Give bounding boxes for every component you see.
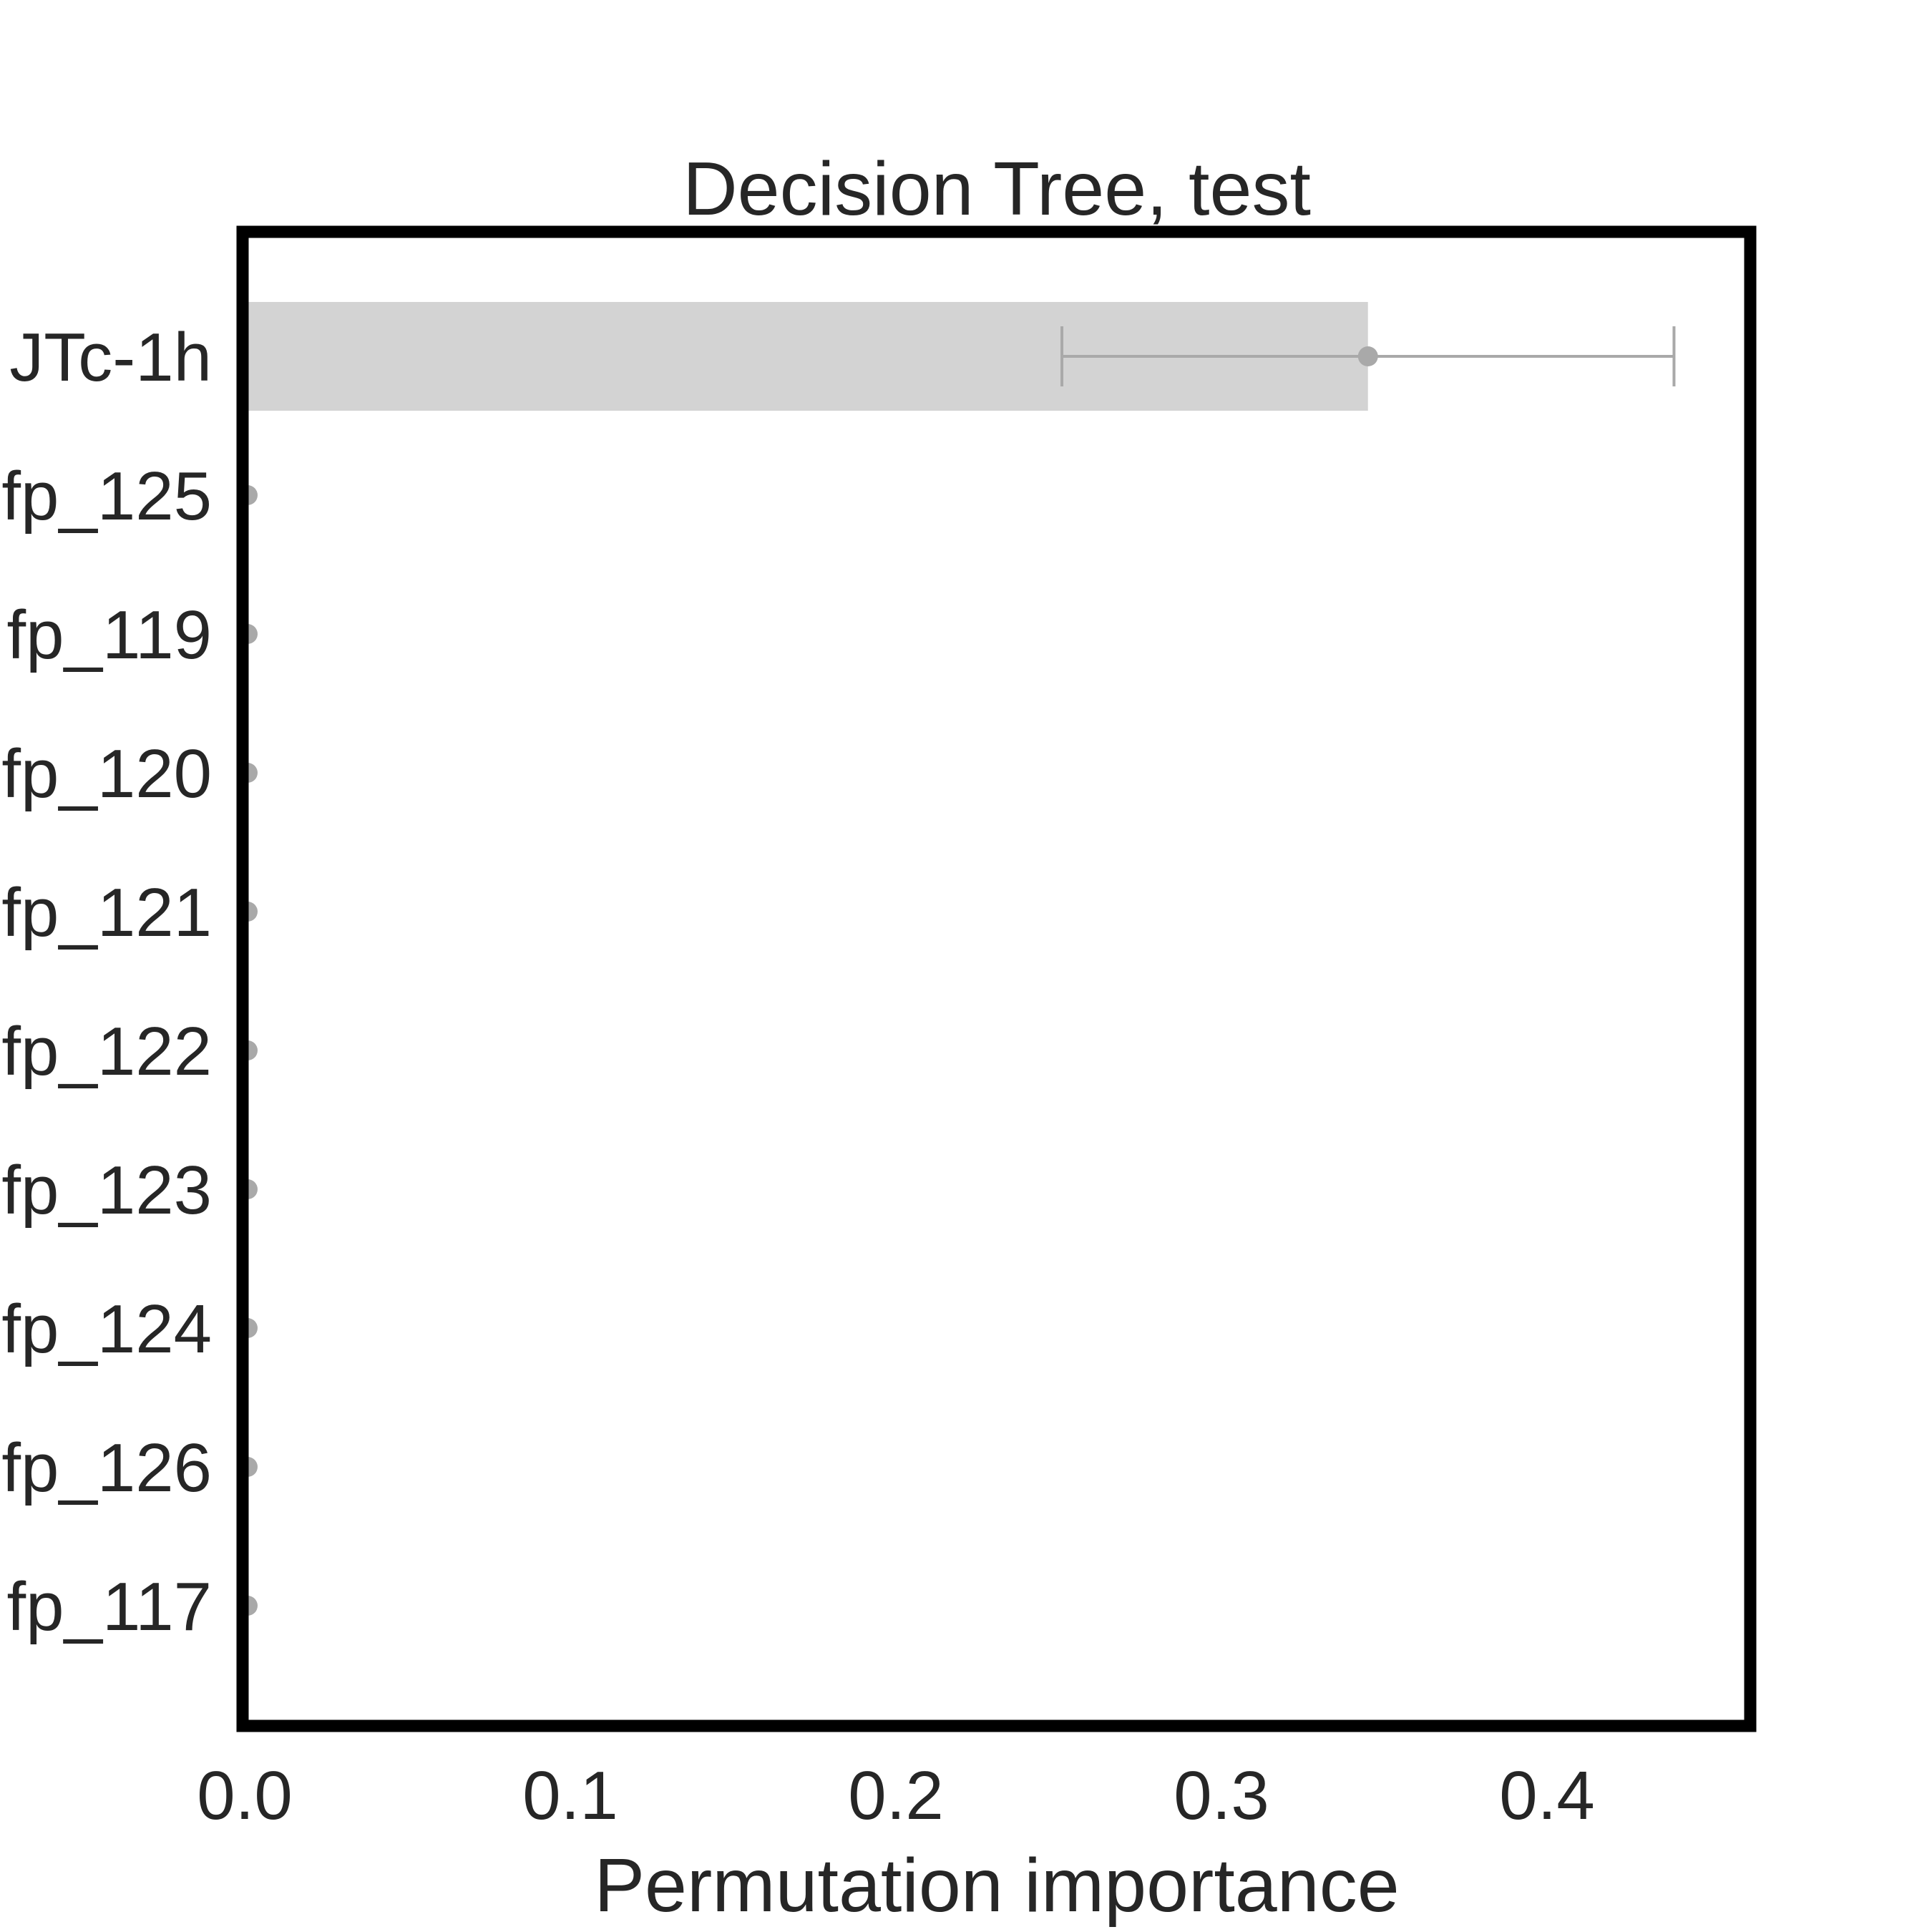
x-tick-labels: 0.0 0.1 0.2 0.3 0.4 (197, 1757, 1594, 1834)
y-tick-label-fp_120: fp_120 (1, 736, 212, 812)
x-tick-label-0.4: 0.4 (1499, 1757, 1594, 1834)
y-tick-labels: JTc-1h fp_125 fp_119 fp_120 fp_121 fp_122 fp_1… (1, 319, 212, 1645)
x-axis-label: Permutation importance (594, 1843, 1399, 1928)
chart-title: Decision Tree, test (683, 147, 1311, 231)
y-tick-label-fp_121: fp_121 (1, 874, 212, 951)
y-tick-label-fp_122: fp_122 (1, 1013, 212, 1090)
x-tick-label-0.2: 0.2 (848, 1757, 943, 1834)
y-tick-label-fp_124: fp_124 (1, 1291, 212, 1367)
mean-point-JTc-1h (1357, 346, 1378, 366)
x-tick-label-0.1: 0.1 (522, 1757, 618, 1834)
y-tick-label-JTc-1h: JTc-1h (9, 319, 212, 396)
y-tick-label-fp_119: fp_119 (7, 597, 213, 673)
x-tick-label-0.0: 0.0 (197, 1757, 292, 1834)
y-tick-label-fp_123: fp_123 (1, 1152, 212, 1229)
error-bars-layer (238, 326, 1676, 1616)
bars-layer (243, 302, 1368, 1660)
plot-frame (236, 225, 1757, 1732)
y-tick-label-fp_125: fp_125 (1, 458, 212, 535)
x-tick-label-0.3: 0.3 (1174, 1757, 1269, 1834)
y-tick-label-fp_117: fp_117 (7, 1568, 213, 1645)
y-tick-label-fp_126: fp_126 (1, 1430, 212, 1506)
